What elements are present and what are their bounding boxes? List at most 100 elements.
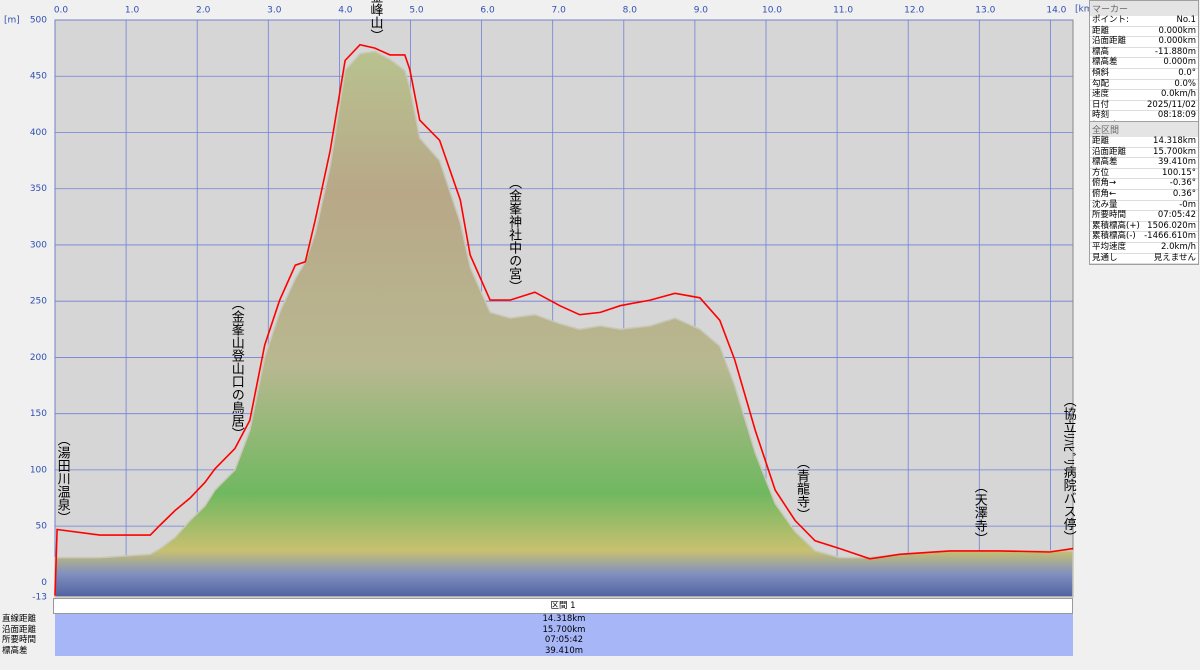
info-value: 1506.020m (1147, 220, 1196, 231)
info-value: 39.410m (1157, 157, 1196, 168)
y-tick-label: 250 (30, 297, 47, 307)
info-row: ポイント: No.1 (1090, 15, 1198, 27)
section-row: 沿面距離 15.700km (0, 624, 1073, 635)
panel-header: 全区間 (1090, 122, 1198, 137)
info-label: 日付 (1092, 99, 1110, 110)
x-tick-label: 5.0 (409, 6, 424, 16)
section-value: 15.700km (55, 624, 1073, 635)
info-label: 方位 (1092, 167, 1110, 178)
info-row: 見通し 見えません (1090, 252, 1198, 265)
info-row: 日付 2025/11/02 (1090, 99, 1198, 112)
info-label: 距離 (1092, 25, 1110, 36)
annotation: （協立ﾘﾊﾋﾞﾘ病院バス停） (1061, 394, 1077, 544)
info-label: 傾斜 (1092, 67, 1110, 78)
info-label: 俯角← (1092, 188, 1117, 199)
info-value: 14.318km (1153, 136, 1196, 146)
section-value: 14.318km (55, 614, 1073, 625)
info-value: 見えません (1153, 252, 1196, 263)
panel-header: マーカー (1090, 1, 1198, 16)
info-row: 累積標高(-) -1466.610m (1090, 232, 1198, 243)
info-row: 俯角← 0.36° (1090, 188, 1198, 201)
info-value: 2025/11/02 (1147, 99, 1196, 110)
info-value: 0.0% (1174, 78, 1196, 89)
info-row: 沿面距離 15.700km (1090, 147, 1198, 159)
info-value: -0m (1179, 199, 1196, 210)
info-label: 標高 (1092, 46, 1110, 57)
info-label: 勾配 (1092, 78, 1110, 89)
annotation: （天澤寺） (972, 480, 988, 545)
info-label: 時刻 (1092, 110, 1110, 121)
info-label: 所要時間 (1092, 210, 1127, 221)
section-table: 区間 1 直線距離 14.318km 沿面距離 15.700km 所要時間 07:05:42… (0, 598, 1073, 656)
x-tick-label: 11.0 (833, 6, 853, 16)
info-value: 07:05:42 (1157, 210, 1196, 221)
info-row: 俯角→ -0.36° (1090, 179, 1198, 190)
x-tick-label: 1.0 (125, 6, 140, 16)
section-label: 標高差 (2, 645, 28, 656)
x-tick-label: 14.0 (1046, 6, 1066, 16)
info-value: -11.880m (1154, 46, 1196, 57)
info-row: 勾配 0.0% (1090, 78, 1198, 91)
info-row: 累積標高(+) 1506.020m (1090, 220, 1198, 233)
info-value: 0.000km (1158, 25, 1196, 36)
x-tick-label: 13.0 (975, 6, 995, 16)
y-tick-label: 500 (30, 16, 47, 26)
info-label: 見通し (1092, 252, 1118, 263)
info-row: 傾斜 0.0° (1090, 67, 1198, 80)
y-tick-label: 300 (30, 240, 47, 250)
x-tick-label: 6.0 (480, 6, 495, 16)
section-value: 39.410m (55, 645, 1073, 656)
info-label: 標高差 (1092, 57, 1118, 68)
info-label: 速度 (1092, 89, 1110, 100)
info-value: 0.000km (1158, 36, 1196, 47)
section-label: 沿面距離 (2, 624, 37, 635)
info-value: -0.36° (1169, 178, 1196, 189)
x-tick-label: 8.0 (623, 6, 638, 16)
info-label: 標高差 (1092, 157, 1118, 168)
info-value: 100.15° (1162, 167, 1196, 178)
section-row: 標高差 39.410m (0, 645, 1073, 656)
x-tick-label: 0.0 (54, 6, 69, 16)
terrain-area (54, 50, 1074, 598)
info-row: 所要時間 07:05:42 (1090, 211, 1198, 222)
x-tick-label: 10.0 (762, 6, 782, 16)
section-row: 所要時間 07:05:42 (0, 635, 1073, 646)
info-row: 沈み量 -0m (1090, 199, 1198, 212)
annotation: （湯田川温泉） (55, 433, 71, 524)
annotation: （金峯神社中の宮） (506, 176, 522, 293)
section-row: 直線距離 14.318km (0, 614, 1073, 625)
y-tick-label: -13 (32, 593, 47, 603)
info-label: ポイント: (1092, 15, 1129, 25)
x-tick-label: 12.0 (904, 6, 924, 16)
info-row: 標高 -11.880m (1090, 46, 1198, 59)
info-value: 0.36° (1172, 188, 1196, 199)
y-tick-label: 400 (30, 128, 47, 138)
info-label: 累積標高(+) (1092, 220, 1140, 231)
info-value: 0.0km/h (1161, 89, 1196, 100)
marker-panel: マーカー ポイント: No.1 距離 0.000km 沿面距離 0.000km 標高 -11.8… (1089, 0, 1199, 134)
info-label: 累積標高(-) (1092, 231, 1136, 242)
x-tick-label: 2.0 (196, 6, 211, 16)
info-label: 平均速度 (1092, 241, 1127, 252)
info-label: 沿面距離 (1092, 36, 1127, 47)
info-row: 平均速度 2.0km/h (1090, 241, 1198, 254)
annotation: （青龍寺） (794, 456, 810, 521)
section-value: 07:05:42 (55, 635, 1073, 646)
x-tick-label: 9.0 (694, 6, 709, 16)
x-tick-label: 7.0 (552, 6, 567, 16)
x-tick-label: 3.0 (267, 6, 282, 16)
info-value: 0.000m (1163, 57, 1196, 68)
y-tick-label: 0 (41, 578, 47, 588)
y-tick-label: 100 (30, 465, 47, 475)
info-label: 俯角→ (1092, 178, 1117, 189)
section-label: 所要時間 (2, 635, 37, 645)
total-panel: 全区間 距離 14.318km 沿面距離 15.700km 標高差 39.410m 方位 100… (1089, 121, 1199, 266)
x-unit: [km] (1075, 5, 1096, 15)
info-row: 沿面距離 0.000km (1090, 37, 1198, 48)
annotation: （金峯山登山口の鳥居） (229, 297, 245, 440)
info-row: 距離 0.000km (1090, 25, 1198, 38)
info-value: No.1 (1176, 15, 1196, 25)
info-value: 0.0° (1178, 67, 1196, 78)
